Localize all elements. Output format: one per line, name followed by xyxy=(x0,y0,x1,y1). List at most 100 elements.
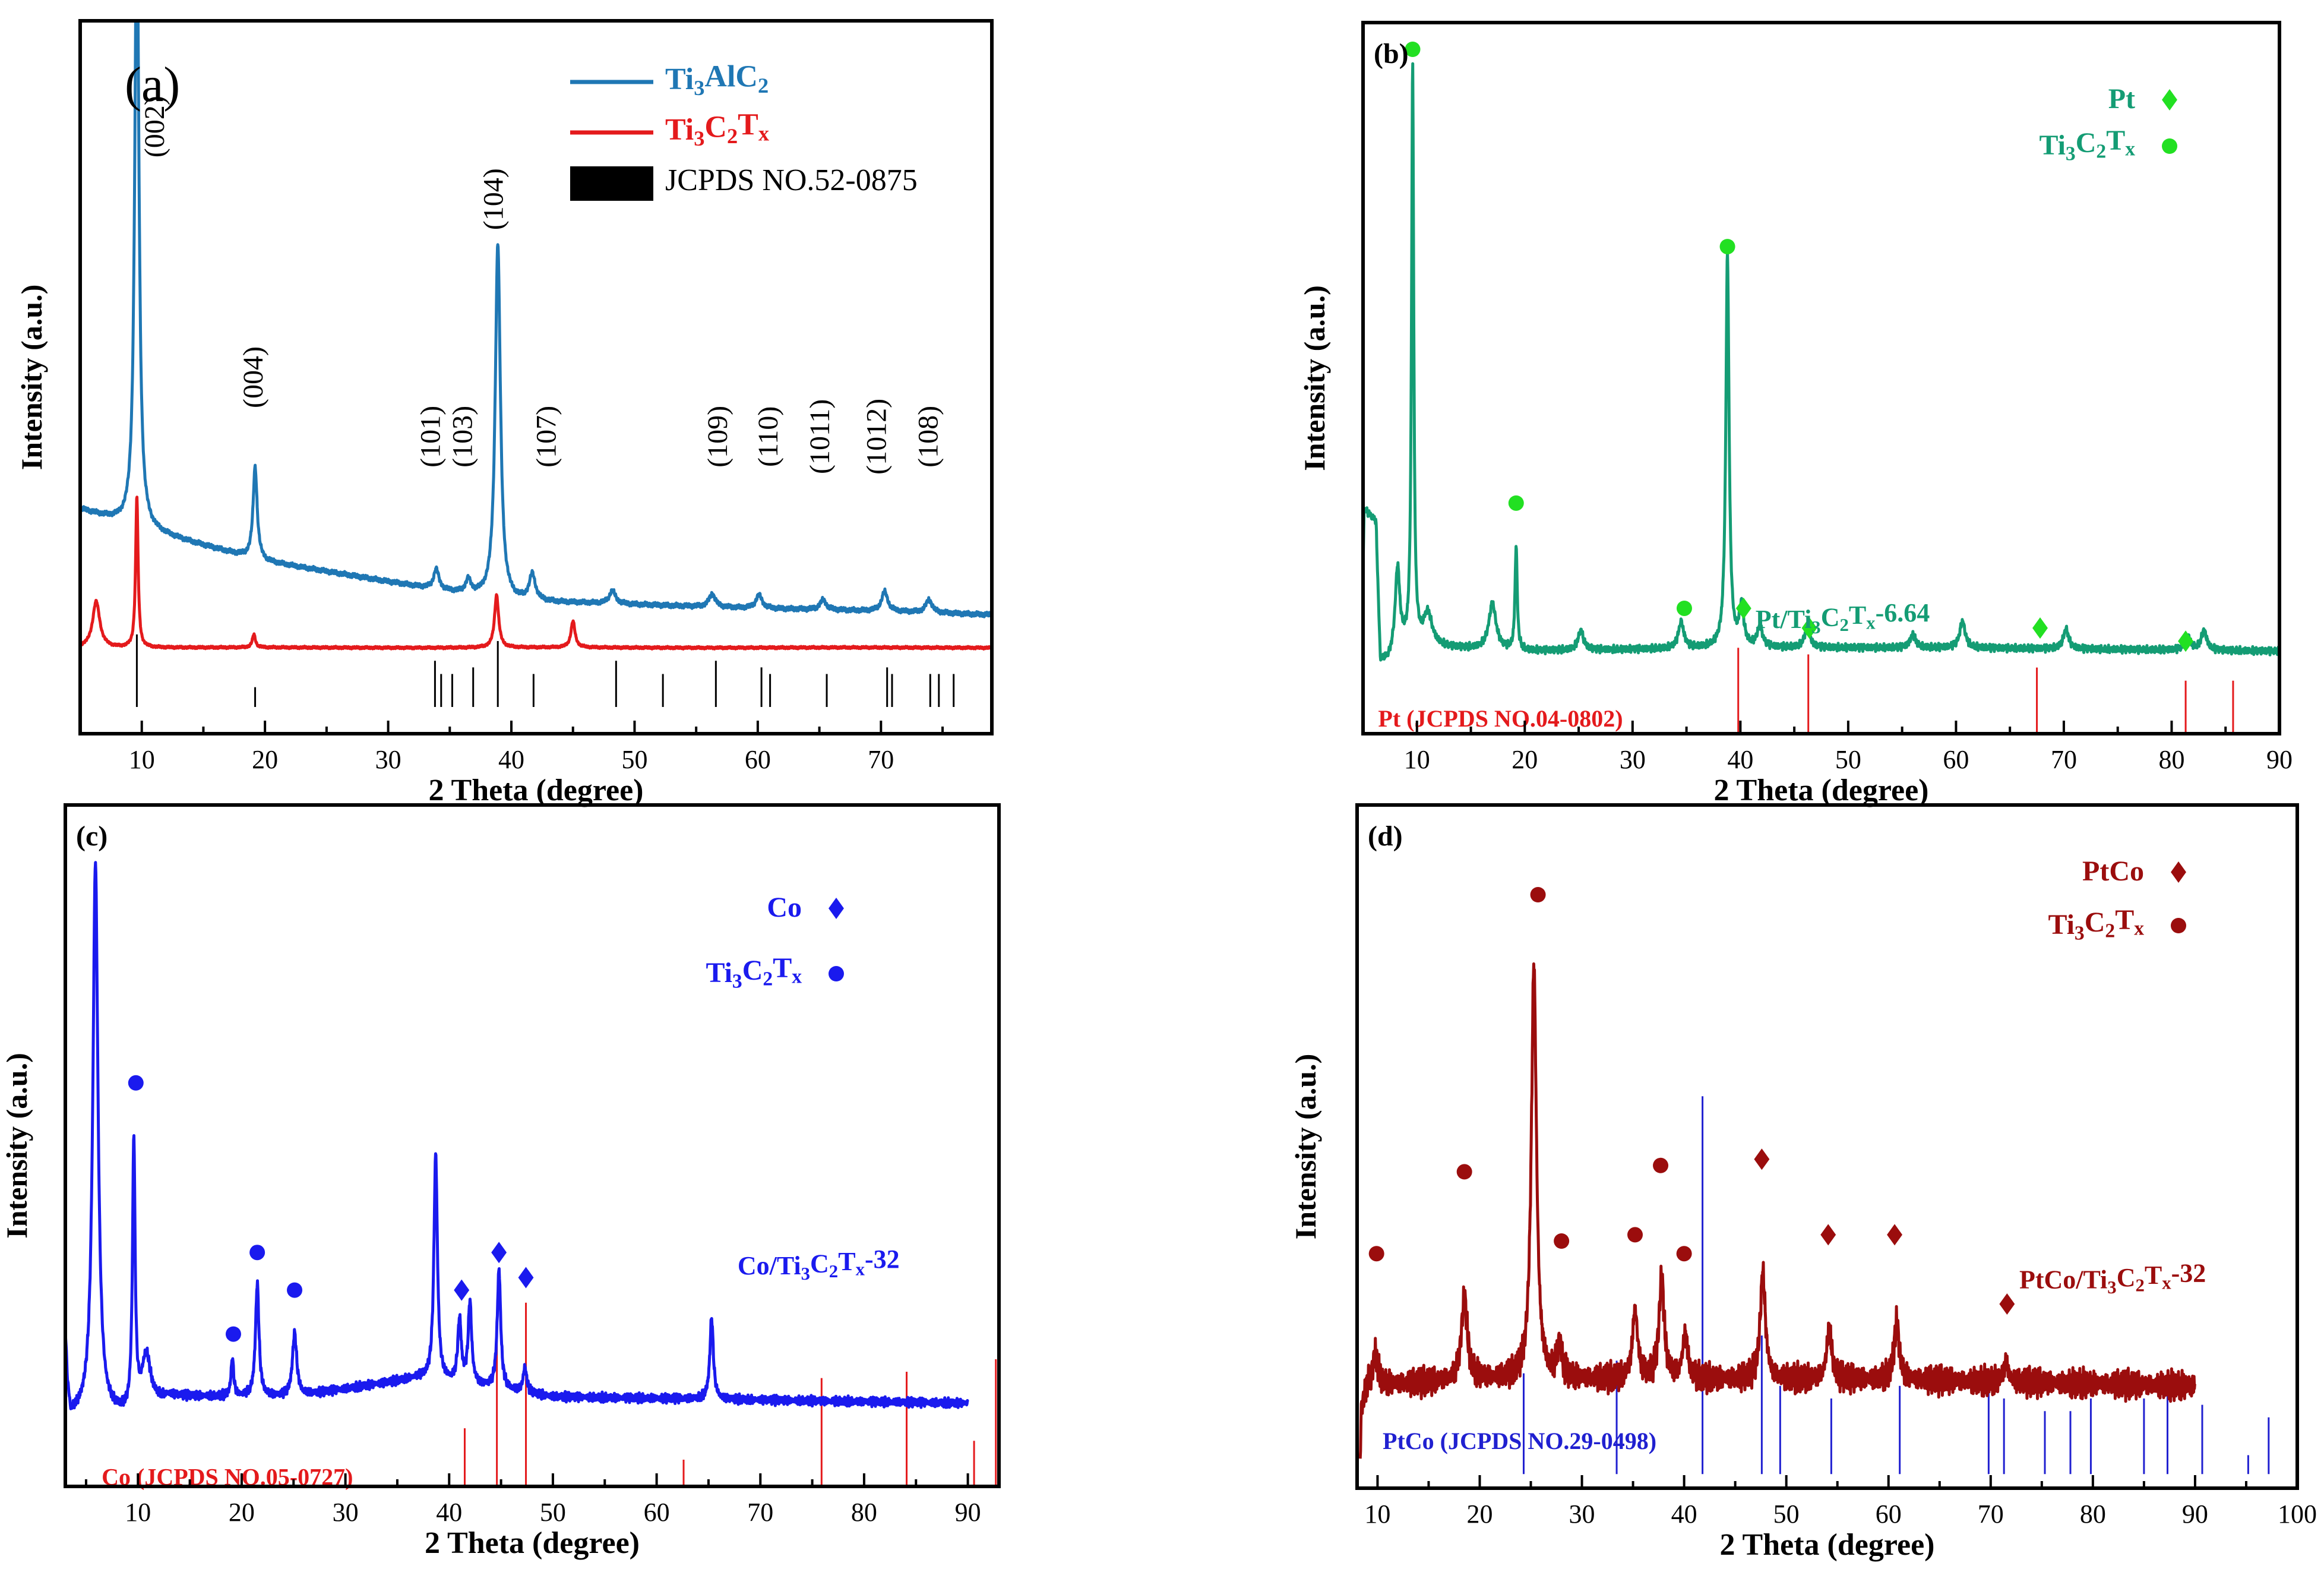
annotation-text: Pt (JCPDS NO.04-0802) xyxy=(1378,705,1623,732)
peak-marker-circle xyxy=(1676,1246,1692,1262)
legend-symbol xyxy=(829,898,844,919)
label-fragment: C xyxy=(2117,1263,2136,1292)
plot-frame xyxy=(1361,21,2281,735)
x-tick-label: 10 xyxy=(125,1498,151,1527)
label-fragment: T xyxy=(738,108,758,141)
legend-label: Pt xyxy=(2108,83,2135,115)
label-fragment: 2 xyxy=(2135,1275,2144,1295)
x-tick-label: 60 xyxy=(644,1498,670,1527)
label-fragment: C xyxy=(704,111,727,144)
label-fragment: T xyxy=(773,952,792,984)
label-fragment: C xyxy=(742,955,763,986)
panel-a-xrd-chart: (002) (004) (101) (103) (104) (107) (109) (110)… xyxy=(15,19,994,807)
label-fragment: 2 xyxy=(1839,615,1848,635)
label-fragment: -32 xyxy=(865,1245,900,1274)
annotation-text: PtCo/Ti3C2Tx-32 xyxy=(2019,1258,2206,1297)
label-fragment: 2 xyxy=(763,968,773,990)
label-fragment: 3 xyxy=(1811,617,1820,637)
peak-label: (004) xyxy=(238,346,269,408)
series-line xyxy=(80,21,992,618)
label-fragment: 3 xyxy=(694,127,704,150)
peak-label: (108) xyxy=(913,406,944,468)
panel-d-xrd-chart: PtCo/Ti3C2Tx-32 PtCo (JCPDS NO.29-0498) 10… xyxy=(1289,803,2317,1562)
x-tick-label: 60 xyxy=(745,745,771,774)
peak-marker-diamond xyxy=(1887,1224,1903,1246)
label-fragment: C xyxy=(2076,127,2097,159)
x-tick-label: 80 xyxy=(851,1498,877,1527)
x-axis-label: 2 Theta (degree) xyxy=(1714,774,1929,807)
peak-label: (101) xyxy=(415,406,447,468)
x-tick-label: 20 xyxy=(1466,1499,1493,1529)
series-line xyxy=(80,495,992,651)
peak-marker-circle xyxy=(1719,239,1735,255)
plot-frame xyxy=(1355,803,2299,1490)
x-tick-label: 80 xyxy=(2080,1499,2106,1529)
label-fragment: 2 xyxy=(829,1261,838,1281)
label-fragment: Ti xyxy=(665,62,694,96)
legend-symbol xyxy=(2171,861,2186,883)
legend-label: Ti3C2Tx xyxy=(2048,904,2144,944)
label-fragment: JCPDS NO.52-0875 xyxy=(665,163,918,197)
label-fragment: 2 xyxy=(2096,140,2106,162)
x-tick-label: 90 xyxy=(955,1498,981,1527)
peak-label: (103) xyxy=(447,406,479,468)
y-axis-label: Intensity (a.u.) xyxy=(0,1053,33,1239)
x-tick-label: 40 xyxy=(1671,1499,1697,1529)
peak-marker-circle xyxy=(1653,1157,1669,1173)
peak-marker-circle xyxy=(1627,1227,1643,1243)
label-fragment: C xyxy=(1821,602,1840,632)
legend-label: Ti3C2Tx xyxy=(665,108,769,150)
legend-symbol xyxy=(829,966,844,981)
label-fragment: Pt/Ti xyxy=(1756,605,1812,634)
x-tick-label: 50 xyxy=(1773,1499,1800,1529)
peak-marker-diamond xyxy=(1735,597,1751,619)
x-tick-label: 20 xyxy=(1512,745,1538,774)
label-fragment: Pt (JCPDS NO.04-0802) xyxy=(1378,705,1623,732)
x-tick-label: 60 xyxy=(1876,1499,1902,1529)
x-tick-label: 40 xyxy=(1727,745,1753,774)
reference-lines xyxy=(1737,648,2234,734)
label-fragment: PtCo/Ti xyxy=(2019,1265,2107,1295)
peak-label: (109) xyxy=(702,406,733,468)
peak-marker-circle xyxy=(1405,42,1421,57)
legend-label: PtCo xyxy=(2082,855,2144,887)
peak-marker-diamond xyxy=(491,1242,507,1264)
x-tick-label: 70 xyxy=(868,745,894,774)
label-fragment: Co/Ti xyxy=(738,1251,801,1280)
label-fragment: PtCo (JCPDS NO.29-0498) xyxy=(1383,1428,1656,1454)
x-tick-label: 30 xyxy=(1569,1499,1595,1529)
panel-label: (c) xyxy=(76,820,107,852)
label-fragment: 2 xyxy=(727,124,738,148)
series-line xyxy=(1358,962,2196,1459)
label-fragment: 3 xyxy=(2066,143,2076,165)
panel-label: (b) xyxy=(1374,38,1409,70)
x-tick-label: 30 xyxy=(333,1498,359,1527)
peak-marker-circle xyxy=(225,1326,241,1342)
reference-lines xyxy=(135,634,955,707)
peak-marker-diamond xyxy=(1754,1148,1770,1170)
label-fragment: x xyxy=(2125,138,2135,160)
label-fragment: Pt xyxy=(2108,83,2135,115)
label-fragment: 3 xyxy=(801,1264,810,1284)
label-fragment: T xyxy=(838,1247,855,1276)
y-axis-label: Intensity (a.u.) xyxy=(1298,285,1331,471)
legend-label: Ti3C2Tx xyxy=(706,952,802,992)
reference-lines xyxy=(463,1302,997,1486)
series-line xyxy=(65,861,969,1410)
annotation-text: Pt/Ti3C2Tx-6.64 xyxy=(1756,598,1930,637)
peak-marker-diamond xyxy=(2032,617,2048,639)
annotation-text: Co/Ti3C2Tx-32 xyxy=(738,1245,900,1284)
legend-label: Co xyxy=(767,892,802,923)
peak-marker-diamond xyxy=(2178,630,2194,652)
x-tick-label: 50 xyxy=(621,745,647,774)
label-fragment: Ti xyxy=(706,957,732,989)
peak-label: (002) xyxy=(139,96,170,157)
label-fragment: AlC xyxy=(704,60,758,94)
panel-label: (d) xyxy=(1368,820,1403,852)
label-fragment: PtCo xyxy=(2082,855,2144,887)
x-tick-label: 10 xyxy=(1364,1499,1390,1529)
label-fragment: T xyxy=(1849,601,1866,630)
